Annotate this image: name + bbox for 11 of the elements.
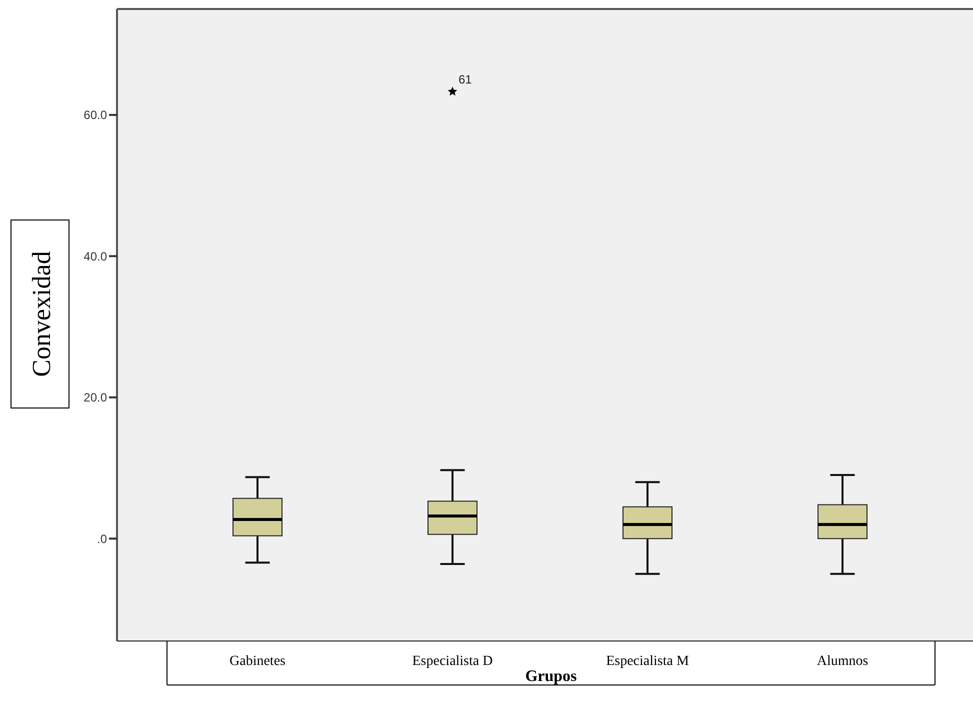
x-tick-label: Especialista D bbox=[412, 654, 493, 669]
y-tick-label: 20.0 bbox=[84, 390, 108, 405]
x-axis-title: Grupos bbox=[525, 668, 577, 685]
x-tick-label: Gabinetes bbox=[230, 654, 286, 669]
x-tick-label: Alumnos bbox=[816, 654, 868, 669]
annotation: 61 bbox=[458, 72, 472, 87]
x-tick-label: Especialista M bbox=[606, 654, 690, 669]
y-tick-label: 40.0 bbox=[84, 249, 108, 264]
y-tick-label: 60.0 bbox=[84, 108, 108, 122]
y-tick-label: .0 bbox=[96, 532, 108, 546]
y-axis-title: Convexidad bbox=[27, 251, 56, 377]
